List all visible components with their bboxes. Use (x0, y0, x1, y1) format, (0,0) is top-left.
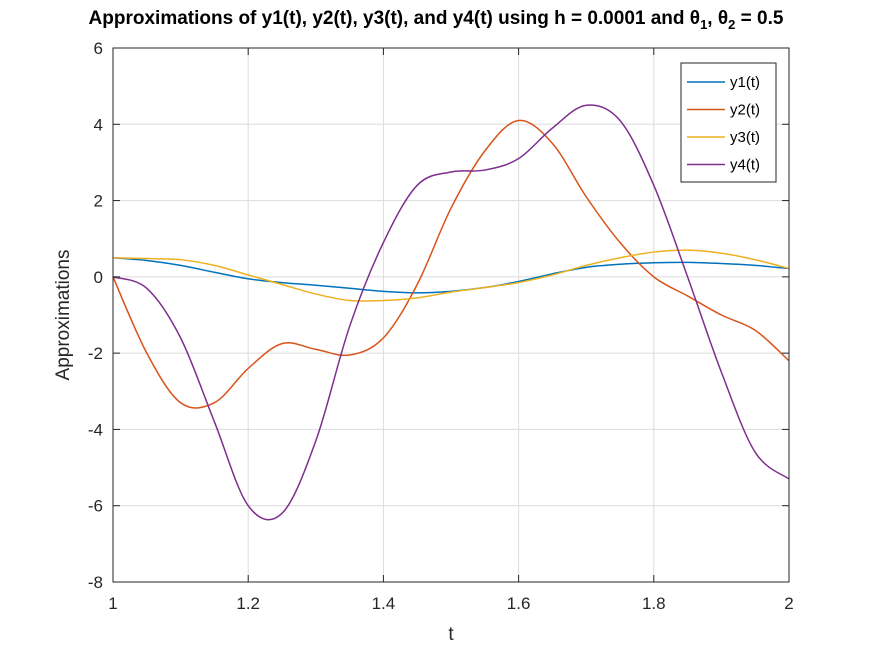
chart-title: Approximations of y1(t), y2(t), y3(t), a… (89, 8, 784, 32)
series-line-1 (112, 257, 790, 294)
y-tick-label: 4 (94, 115, 103, 134)
x-tick-label: 1.8 (642, 594, 666, 613)
y-tick-label: 0 (94, 268, 103, 287)
x-tick-label: 1.2 (236, 594, 260, 613)
chart-title-mid: , θ (707, 8, 728, 29)
y-tick-label: 6 (94, 39, 103, 58)
legend-entry: y4(t) (730, 157, 760, 174)
series-line-2 (112, 119, 790, 409)
series-line-4 (112, 104, 790, 521)
chart-title-tail: = 0.5 (735, 8, 783, 29)
chart-title-sub2: 2 (728, 17, 735, 32)
legend-entry: y3(t) (730, 129, 760, 146)
x-tick-label: 1.6 (507, 594, 531, 613)
y-tick-label: -6 (88, 497, 103, 516)
y-axis-label: Approximations (53, 250, 74, 381)
series-lines (112, 104, 790, 521)
legend-entry: y1(t) (730, 74, 760, 91)
y-tick-label: -4 (88, 420, 103, 439)
y-tick-label: 2 (94, 192, 103, 211)
legend-entry: y2(t) (730, 102, 760, 119)
x-tick-label: 1 (108, 594, 117, 613)
x-tick-label: 1.4 (372, 594, 396, 613)
chart-title-main: Approximations of y1(t), y2(t), y3(t), a… (89, 8, 701, 29)
x-axis-label: t (448, 624, 454, 645)
y-tick-label: -2 (88, 344, 103, 363)
chart-title-sub1: 1 (700, 17, 707, 32)
y-tick-label: -8 (88, 573, 103, 592)
x-tick-label: 2 (784, 594, 793, 613)
plot-area (113, 48, 789, 582)
plot-frame (112, 47, 790, 583)
axis-ticks: 1 1.2 1.4 1.6 1.8 2 -8 -6 -4 -2 0 2 4 6 (88, 39, 794, 613)
legend-box (680, 62, 777, 183)
legend: y1(t) y2(t) y3(t) y4(t) (680, 62, 777, 183)
